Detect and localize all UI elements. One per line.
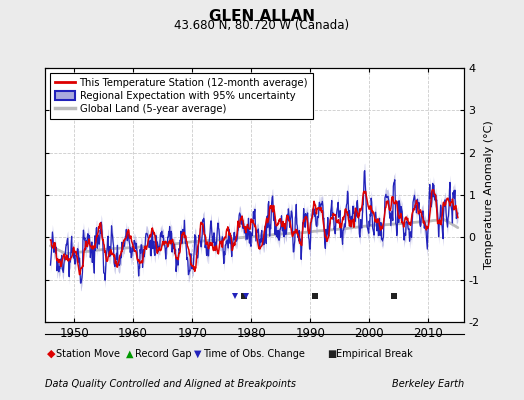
Text: ▼: ▼	[194, 349, 201, 359]
Legend: This Temperature Station (12-month average), Regional Expectation with 95% uncer: This Temperature Station (12-month avera…	[50, 73, 313, 119]
Text: ■: ■	[328, 349, 337, 359]
Y-axis label: Temperature Anomaly (°C): Temperature Anomaly (°C)	[484, 121, 494, 269]
Text: Time of Obs. Change: Time of Obs. Change	[203, 349, 304, 359]
Text: Berkeley Earth: Berkeley Earth	[391, 379, 464, 389]
Text: ◆: ◆	[47, 349, 56, 359]
Text: Record Gap: Record Gap	[135, 349, 191, 359]
Text: 43.680 N, 80.720 W (Canada): 43.680 N, 80.720 W (Canada)	[174, 19, 350, 32]
Text: Empirical Break: Empirical Break	[336, 349, 413, 359]
Text: GLEN ALLAN: GLEN ALLAN	[209, 9, 315, 24]
Text: Station Move: Station Move	[56, 349, 120, 359]
Text: Data Quality Controlled and Aligned at Breakpoints: Data Quality Controlled and Aligned at B…	[45, 379, 296, 389]
Text: ▲: ▲	[126, 349, 133, 359]
